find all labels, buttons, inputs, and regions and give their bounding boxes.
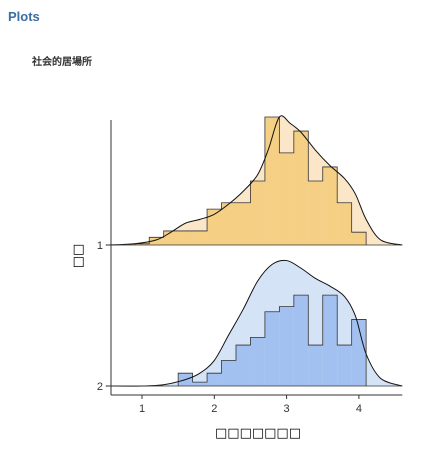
x-axis-title: □□□□□□□ <box>215 426 301 441</box>
x-tick-label-4: 4 <box>356 403 362 415</box>
hist-bar-2-10 <box>322 295 338 386</box>
hist-bar-1-5 <box>207 209 222 245</box>
x-tick-label-3: 3 <box>284 403 290 415</box>
hist-bar-2-5 <box>250 337 265 386</box>
hist-bar-2-7 <box>279 306 294 386</box>
hist-bar-2-8 <box>293 295 309 386</box>
x-tick-label-1: 1 <box>139 403 145 415</box>
axes-layer <box>110 120 403 396</box>
hist-bar-1-3 <box>178 230 193 245</box>
hist-bar-2-2 <box>207 373 222 386</box>
hist-bar-1-6 <box>221 202 236 245</box>
hist-bar-1-15 <box>351 232 367 245</box>
density-line-2 <box>105 259 403 387</box>
x-ticks: 1 2 3 4 <box>139 395 362 415</box>
y-axis-title: □□ <box>71 244 86 269</box>
hist-bar-2-11 <box>337 345 352 386</box>
plot-title: 社会的居場所 <box>32 57 92 68</box>
hist-bar-2-9 <box>308 345 323 386</box>
ridges-layer <box>105 115 403 387</box>
hist-bar-2-12 <box>351 319 367 386</box>
hist-outline-2 <box>177 294 367 386</box>
y-tick-label-1: 1 <box>97 240 103 252</box>
y-ticks: 12 <box>97 240 111 393</box>
hist-outline-1 <box>134 116 367 245</box>
hist-bar-1-0 <box>134 243 150 245</box>
y-tick-label-2: 2 <box>97 381 103 393</box>
hist-bar-2-6 <box>264 311 280 386</box>
hist-bar-1-11 <box>293 131 309 245</box>
hist-bar-1-10 <box>279 152 294 245</box>
hist-bar-1-2 <box>163 230 179 245</box>
hist-bar-1-4 <box>192 230 208 245</box>
hist-bar-1-14 <box>337 202 352 245</box>
x-tick-label-2: 2 <box>211 403 217 415</box>
hist-bar-2-3 <box>221 360 236 386</box>
hist-bar-1-7 <box>235 202 251 245</box>
section-title: Plots <box>8 9 40 24</box>
ridge-1 <box>105 115 403 246</box>
ridge-2 <box>105 259 403 387</box>
hist-bar-1-12 <box>308 181 323 245</box>
hist-bar-2-1 <box>192 382 208 386</box>
hist-bar-1-1 <box>149 237 164 245</box>
density-line-1 <box>105 115 403 246</box>
hist-bar-1-8 <box>250 181 265 245</box>
hist-bar-2-4 <box>235 345 251 386</box>
hist-bar-1-13 <box>322 166 338 245</box>
